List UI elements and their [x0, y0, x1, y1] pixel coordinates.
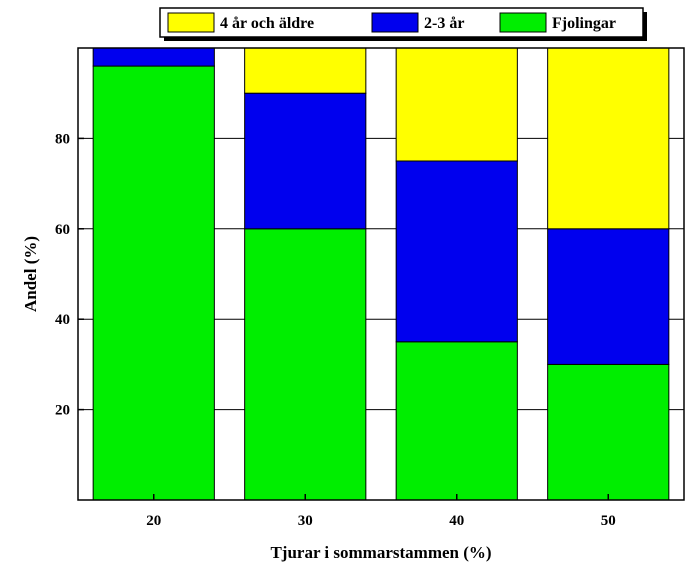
legend-swatch	[499, 12, 547, 33]
x-axis-label: Tjurar i sommarstammen (%)	[270, 543, 491, 562]
legend-swatch	[371, 12, 419, 33]
bar-segment	[395, 47, 518, 162]
bars	[92, 47, 670, 501]
legend-label: Fjolingar	[552, 15, 616, 32]
bar-segment	[244, 228, 367, 501]
plot-border	[77, 47, 685, 501]
legend-label: 4 år och äldre	[220, 15, 314, 32]
bar-segment	[244, 92, 367, 230]
bar-segment	[547, 47, 670, 230]
legend: 4 år och äldre 2-3 år Fjolingar	[159, 7, 647, 41]
x-tick-label: 40	[449, 513, 464, 529]
y-tick-label: 20	[55, 403, 70, 419]
bar-segment	[92, 47, 215, 67]
x-tick-label: 30	[298, 513, 313, 529]
legend-label: 2-3 år	[424, 15, 464, 32]
x-tick-label: 20	[146, 513, 161, 529]
bar-segment	[547, 363, 670, 501]
bar-segment	[92, 65, 215, 501]
y-tick-label: 60	[55, 222, 70, 238]
plot-frame	[77, 47, 685, 501]
bar-segment	[395, 341, 518, 501]
y-tick-label: 40	[55, 312, 70, 328]
ticks: 20 40 60 80 20 30 40 50	[55, 131, 616, 529]
bar-segment	[395, 160, 518, 343]
x-tick-label: 50	[601, 513, 616, 529]
y-tick-label: 80	[55, 131, 70, 147]
bar-segment	[547, 228, 670, 365]
legend-swatch	[167, 12, 215, 33]
y-axis-label: Andel (%)	[21, 236, 40, 312]
bar-segment	[244, 47, 367, 94]
